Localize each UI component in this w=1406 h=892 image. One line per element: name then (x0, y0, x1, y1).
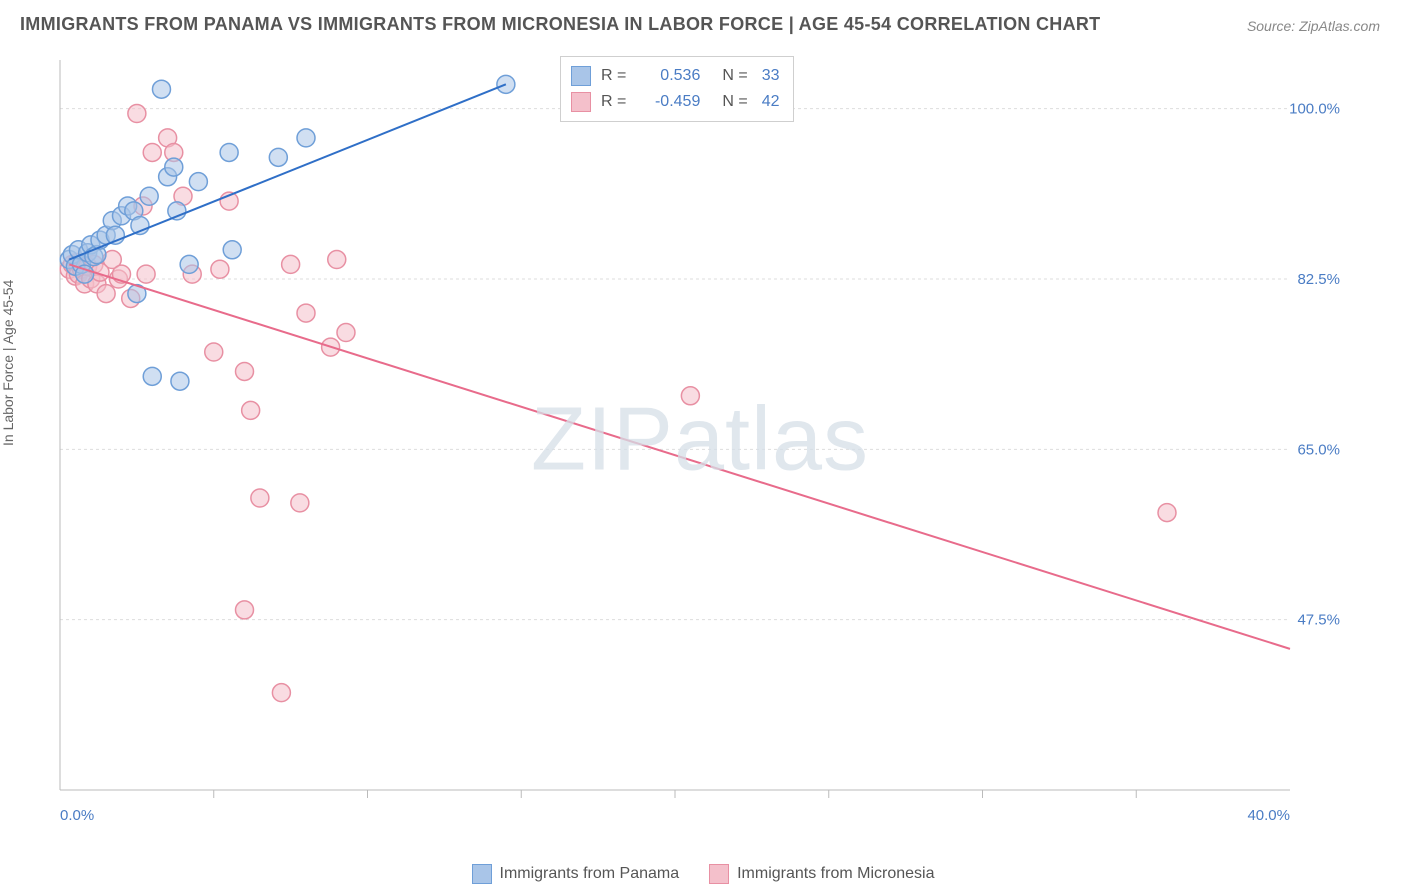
svg-text:47.5%: 47.5% (1297, 612, 1340, 629)
n-label: N = (722, 89, 747, 115)
micronesia-swatch-icon (709, 864, 729, 884)
y-axis-label: In Labor Force | Age 45-54 (0, 280, 16, 446)
data-point (223, 241, 241, 259)
data-point (497, 75, 515, 93)
data-point (282, 255, 300, 273)
plot-svg: 0.0% 40.0% 47.5% 65.0% 82.5% 100.0% (50, 50, 1350, 830)
data-point (681, 387, 699, 405)
svg-text:40.0%: 40.0% (1247, 807, 1290, 824)
data-point (337, 324, 355, 342)
data-point (236, 362, 254, 380)
scatter-plot: 0.0%40.0%47.5%65.0%82.5%100.0% ZIPatlas (50, 50, 1350, 830)
panama-swatch-icon (472, 864, 492, 884)
data-point (269, 148, 287, 166)
data-point (328, 251, 346, 269)
micronesia-n-value: 42 (762, 89, 780, 115)
panama-r-value: 0.536 (640, 63, 700, 89)
trend-line (69, 264, 1290, 648)
micronesia-swatch-icon (571, 92, 591, 112)
svg-text:65.0%: 65.0% (1297, 441, 1340, 458)
svg-text:82.5%: 82.5% (1297, 271, 1340, 288)
data-point (297, 304, 315, 322)
data-point (97, 285, 115, 303)
source-name: ZipAtlas.com (1299, 18, 1380, 34)
data-point (1158, 504, 1176, 522)
data-point (291, 494, 309, 512)
n-label: N = (722, 63, 747, 89)
series-legend: Immigrants from Panama Immigrants from M… (0, 864, 1406, 884)
legend-item-panama: Immigrants from Panama (472, 864, 680, 884)
data-point (211, 260, 229, 278)
data-point (297, 129, 315, 147)
panama-swatch-icon (571, 66, 591, 86)
correlation-legend: R = 0.536 N = 33 R = -0.459 N = 42 (560, 56, 794, 122)
data-point (272, 684, 290, 702)
source-prefix: Source: (1247, 18, 1299, 34)
data-point (152, 80, 170, 98)
data-point (165, 158, 183, 176)
legend-item-micronesia: Immigrants from Micronesia (709, 864, 934, 884)
data-point (180, 255, 198, 273)
legend-row-panama: R = 0.536 N = 33 (571, 63, 779, 89)
panama-label: Immigrants from Panama (500, 865, 680, 883)
data-point (143, 367, 161, 385)
svg-text:0.0%: 0.0% (60, 807, 94, 824)
micronesia-r-value: -0.459 (640, 89, 700, 115)
data-point (205, 343, 223, 361)
data-point (137, 265, 155, 283)
data-point (236, 601, 254, 619)
source-attribution: Source: ZipAtlas.com (1247, 18, 1380, 34)
chart-title: IMMIGRANTS FROM PANAMA VS IMMIGRANTS FRO… (20, 14, 1100, 35)
data-point (171, 372, 189, 390)
panama-n-value: 33 (762, 63, 780, 89)
data-point (251, 489, 269, 507)
svg-text:100.0%: 100.0% (1289, 101, 1340, 118)
data-point (189, 173, 207, 191)
r-label: R = (601, 89, 626, 115)
legend-row-micronesia: R = -0.459 N = 42 (571, 89, 779, 115)
micronesia-label: Immigrants from Micronesia (737, 865, 934, 883)
data-point (143, 143, 161, 161)
r-label: R = (601, 63, 626, 89)
data-point (220, 143, 238, 161)
data-point (242, 401, 260, 419)
data-point (128, 105, 146, 123)
data-point (140, 187, 158, 205)
